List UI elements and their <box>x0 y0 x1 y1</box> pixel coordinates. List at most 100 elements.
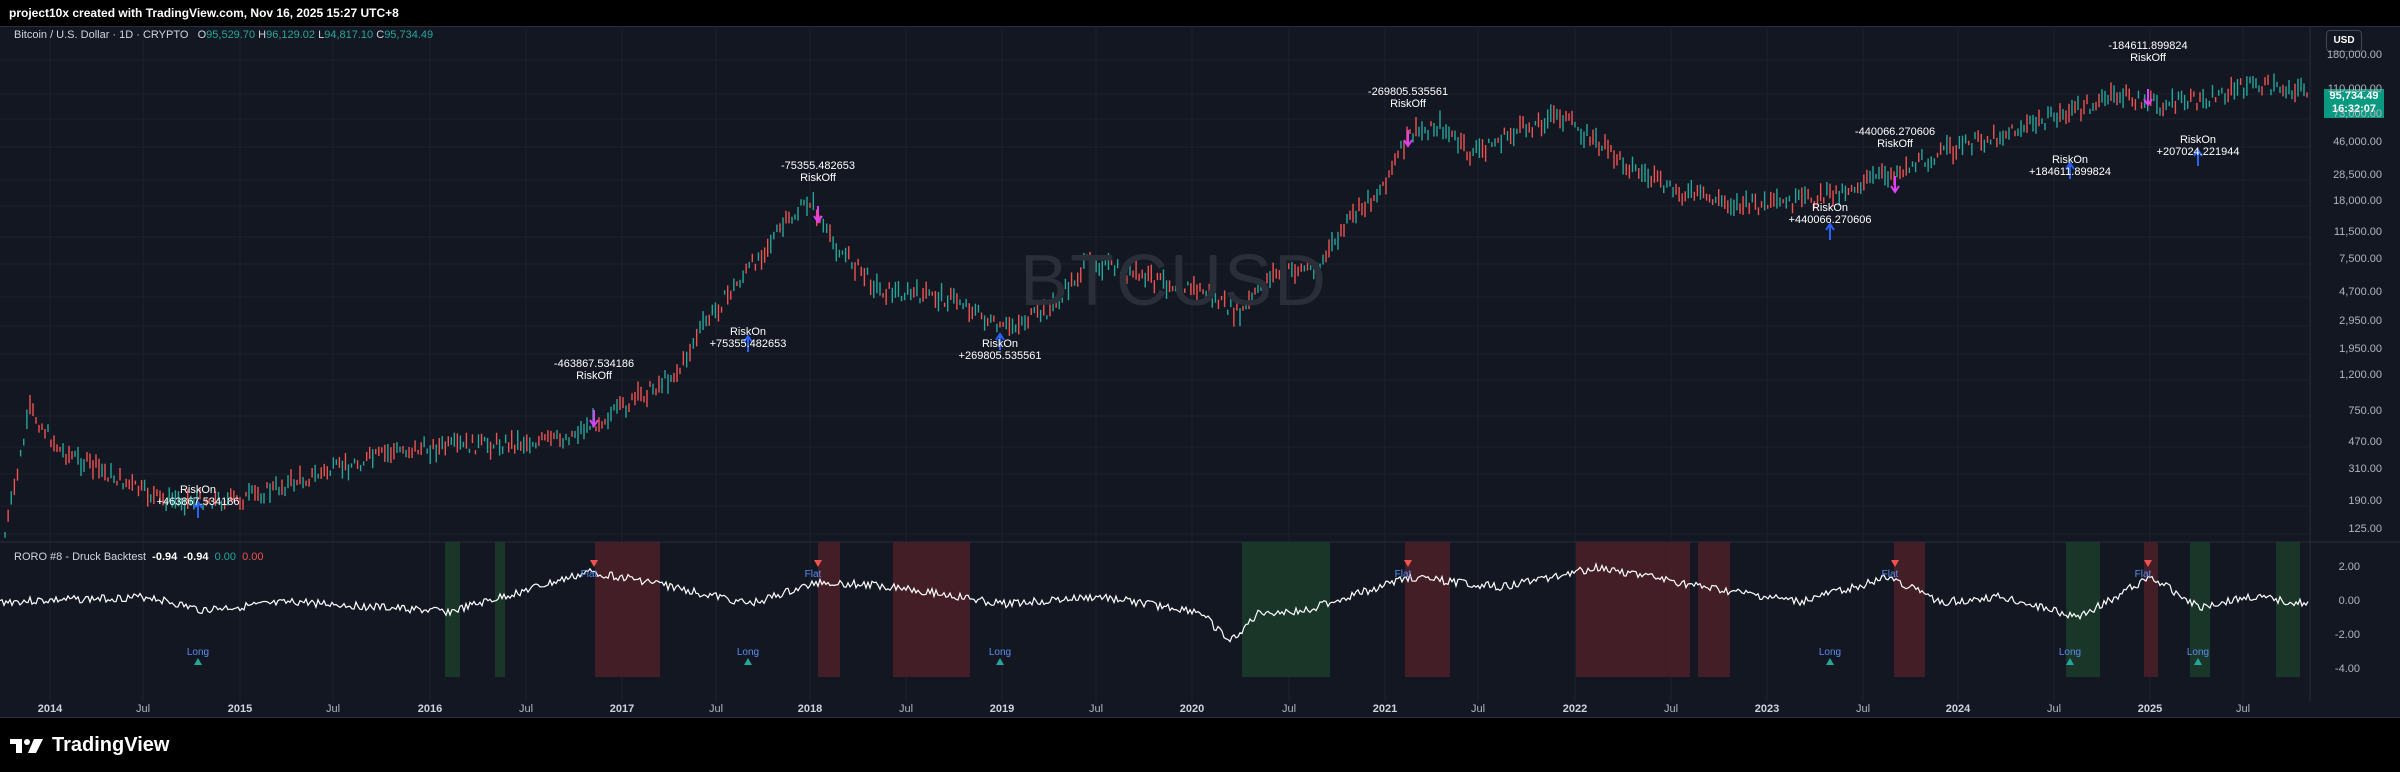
time-tick: Jul <box>1855 703 1871 715</box>
risk-off-label: -463867.534186 RiskOff <box>553 358 635 382</box>
brand-name: TradingView <box>52 734 170 756</box>
long-signal[interactable]: Long <box>187 647 209 665</box>
risk-off-arrow[interactable] <box>1890 176 1900 194</box>
time-tick: Jul <box>2046 703 2062 715</box>
time-tick: Jul <box>708 703 724 715</box>
high-value: 96,129.02 <box>266 29 316 41</box>
risk-off-label: -440066.270606 RiskOff <box>1854 126 1936 150</box>
time-tick: Jul <box>325 703 341 715</box>
time-tick: Jul <box>2235 703 2251 715</box>
long-signal-label: Long <box>187 647 209 658</box>
risk-on-arrow[interactable] <box>2193 148 2203 166</box>
risk-off-label: -184611.899824 RiskOff <box>2108 40 2188 64</box>
price-pane[interactable] <box>0 30 2310 540</box>
flat-signal[interactable]: Flat <box>805 560 822 580</box>
indicator-tick: 2.00 <box>2338 561 2360 573</box>
flat-signal-label: Flat <box>2135 569 2152 580</box>
price-tick: 28,500.00 <box>2333 169 2382 181</box>
price-tick: 18,000.00 <box>2333 195 2382 207</box>
price-tick: 73,000.00 <box>2333 108 2382 120</box>
flat-zone <box>818 542 840 677</box>
long-zone <box>2066 542 2100 677</box>
open-value: 95,529.70 <box>206 29 256 41</box>
flat-zone <box>2144 542 2158 677</box>
risk-on-arrow[interactable] <box>1825 222 1835 240</box>
risk-on-label: RiskOn +463867.534186 <box>156 484 240 508</box>
indicator-name: RORO #8 - Druck Backtest <box>14 551 147 563</box>
price-tick: 46,000.00 <box>2333 136 2382 148</box>
time-tick: 2018 <box>797 703 823 715</box>
flat-zone <box>893 542 970 677</box>
symbol-name: Bitcoin / U.S. Dollar · 1D · CRYPTO <box>14 29 189 41</box>
long-signal[interactable]: Long <box>989 647 1011 665</box>
price-tick: 125.00 <box>2348 523 2382 535</box>
price-tick: 470.00 <box>2348 436 2382 448</box>
long-zone <box>495 542 505 677</box>
time-tick: Jul <box>1663 703 1679 715</box>
risk-on-arrow[interactable] <box>2065 161 2075 179</box>
time-tick: 2024 <box>1945 703 1971 715</box>
time-tick: 2025 <box>2137 703 2163 715</box>
risk-off-label: -75355.482653 RiskOff <box>780 160 856 184</box>
long-signal[interactable]: Long <box>2187 647 2209 665</box>
long-signal-label: Long <box>737 647 759 658</box>
risk-off-arrow[interactable] <box>2143 89 2153 107</box>
flat-zone <box>1576 542 1690 677</box>
risk-on-arrow[interactable] <box>743 334 753 352</box>
time-tick: Jul <box>1281 703 1297 715</box>
long-signal[interactable]: Long <box>2059 647 2081 665</box>
currency-button[interactable]: USD <box>2326 30 2362 52</box>
time-tick: 2019 <box>989 703 1015 715</box>
long-signal-label: Long <box>2059 647 2081 658</box>
indicator-tick: -2.00 <box>2334 629 2360 641</box>
long-signal[interactable]: Long <box>737 647 759 665</box>
close-label: C <box>376 29 385 41</box>
flat-signal[interactable]: Flat <box>1882 560 1899 580</box>
price-tick: 4,700.00 <box>2339 286 2382 298</box>
time-tick: 2015 <box>227 703 253 715</box>
flat-signal[interactable]: Flat <box>1395 560 1412 580</box>
time-tick: 2023 <box>1754 703 1780 715</box>
flat-signal-label: Flat <box>1395 569 1412 580</box>
time-tick: Jul <box>898 703 914 715</box>
time-tick: Jul <box>135 703 151 715</box>
risk-off-label: -269805.535561 RiskOff <box>1367 86 1449 110</box>
price-tick: 750.00 <box>2348 405 2382 417</box>
low-value: 94,817.10 <box>324 29 374 41</box>
indicator-tick: -4.00 <box>2334 663 2360 675</box>
indicator-legend[interactable]: RORO #8 - Druck Backtest -0.94 -0.94 0.0… <box>14 551 264 563</box>
long-signal-label: Long <box>2187 647 2209 658</box>
indicator-pane[interactable]: Long Long Long Long Long Long Flat Flat Flat Flat… <box>0 542 2310 682</box>
risk-on-label: RiskOn +269805.535561 <box>958 338 1042 362</box>
price-tick: 11,500.00 <box>2333 226 2382 238</box>
tradingview-logo: TradingView <box>10 734 169 757</box>
tradingview-logo-icon <box>10 738 43 753</box>
risk-off-arrow[interactable] <box>589 410 599 428</box>
price-tick: 110,000.00 <box>2327 83 2382 95</box>
flat-signal[interactable]: Flat <box>581 560 598 580</box>
symbol-legend[interactable]: Bitcoin / U.S. Dollar · 1D · CRYPTO O95,… <box>14 29 433 41</box>
time-tick: Jul <box>1088 703 1104 715</box>
flat-zone <box>1894 542 1925 677</box>
risk-off-arrow[interactable] <box>813 206 823 224</box>
risk-on-label: RiskOn +440066.270606 <box>1788 202 1872 226</box>
flat-signal-label: Flat <box>805 569 822 580</box>
price-tick: 1,200.00 <box>2339 369 2382 381</box>
flat-zone <box>1698 542 1730 677</box>
flat-signal[interactable]: Flat <box>2135 560 2152 580</box>
time-tick: 2020 <box>1179 703 1205 715</box>
long-signal[interactable]: Long <box>1819 647 1841 665</box>
risk-on-arrow[interactable] <box>193 500 203 518</box>
long-signal-label: Long <box>1819 647 1841 658</box>
risk-off-arrow[interactable] <box>1403 130 1413 148</box>
risk-on-arrow[interactable] <box>995 332 1005 350</box>
price-tick: 7,500.00 <box>2339 253 2382 265</box>
open-label: O <box>197 29 207 41</box>
risk-on-label: RiskOn +75355.482653 <box>709 326 787 350</box>
time-tick: 2021 <box>1372 703 1398 715</box>
flat-zone <box>595 542 660 677</box>
price-tick: 180,000.00 <box>2326 49 2382 61</box>
price-tick: 190.00 <box>2348 495 2382 507</box>
indicator-value-3: 0.00 <box>214 551 236 563</box>
time-tick: 2014 <box>37 703 63 715</box>
